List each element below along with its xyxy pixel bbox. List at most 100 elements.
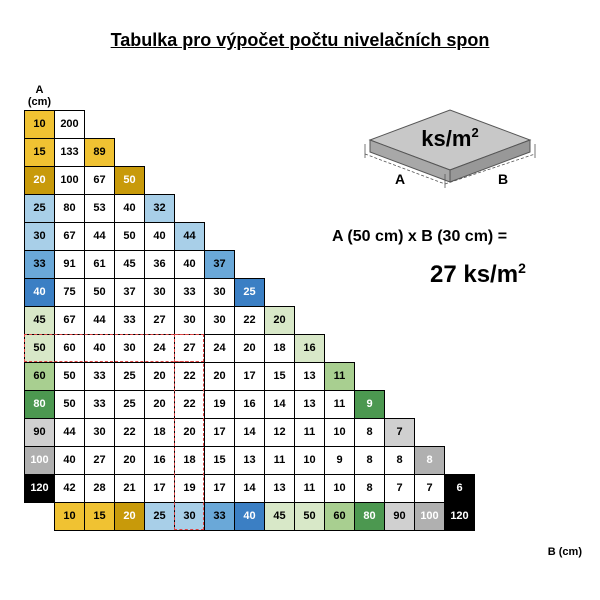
table-cell: 30 [175, 502, 205, 530]
table-cell: 20 [115, 502, 145, 530]
table-cell: 14 [235, 418, 265, 446]
table-cell: 133 [55, 138, 85, 166]
table-cell: 7 [385, 474, 415, 502]
table-cell: 50 [115, 222, 145, 250]
table-cell: 50 [85, 278, 115, 306]
table-cell: 90 [385, 502, 415, 530]
a-axis-label: A (cm) [25, 82, 55, 110]
svg-text:ks/m2: ks/m2 [421, 125, 478, 151]
table-cell: 33 [205, 502, 235, 530]
table-cell: 33 [25, 250, 55, 278]
table-cell: 18 [265, 334, 295, 362]
table-cell: 45 [115, 250, 145, 278]
table-cell: 50 [55, 362, 85, 390]
table-cell: 40 [25, 278, 55, 306]
table-cell: 13 [295, 362, 325, 390]
table-cell: 17 [205, 418, 235, 446]
table-cell: 44 [55, 418, 85, 446]
table-cell: 16 [145, 446, 175, 474]
table-cell: 80 [25, 390, 55, 418]
table-cell: 80 [55, 194, 85, 222]
table-cell: 100 [55, 166, 85, 194]
table-cell: 30 [205, 278, 235, 306]
table-cell: 10 [55, 502, 85, 530]
table-cell: 30 [25, 222, 55, 250]
page-title: Tabulka pro výpočet počtu nivelačních sp… [0, 30, 600, 51]
table-cell: 44 [85, 306, 115, 334]
table-cell: 8 [355, 418, 385, 446]
result-text: 27 ks/m2 [430, 260, 526, 289]
table-cell: 17 [235, 362, 265, 390]
table-cell: 9 [325, 446, 355, 474]
table-cell: 80 [355, 502, 385, 530]
table-cell: 25 [235, 278, 265, 306]
table-cell: 89 [85, 138, 115, 166]
table-cell: 8 [355, 474, 385, 502]
table-cell: 16 [235, 390, 265, 418]
table-cell: 10 [325, 474, 355, 502]
table-cell: 30 [115, 334, 145, 362]
table-cell: 13 [295, 390, 325, 418]
table-cell: 12 [265, 418, 295, 446]
table-cell: 21 [115, 474, 145, 502]
table-cell: 17 [205, 474, 235, 502]
table-cell: 22 [175, 362, 205, 390]
table-cell: 10 [295, 446, 325, 474]
table-cell: 60 [55, 334, 85, 362]
table-cell: 200 [55, 110, 85, 138]
table-cell: 15 [205, 446, 235, 474]
table-cell: 60 [325, 502, 355, 530]
table-cell: 7 [415, 474, 445, 502]
table-cell: 61 [85, 250, 115, 278]
table-cell: 20 [115, 446, 145, 474]
table-cell: 17 [145, 474, 175, 502]
table-cell: 20 [205, 362, 235, 390]
b-axis-label: B (cm) [548, 546, 582, 558]
formula-text: A (50 cm) x B (30 cm) = [332, 228, 507, 246]
table-cell: 120 [25, 474, 55, 502]
table-cell: 40 [115, 194, 145, 222]
table-cell: 44 [85, 222, 115, 250]
table-cell: 6 [445, 474, 475, 502]
table-cell: 8 [355, 446, 385, 474]
table-cell: 20 [265, 306, 295, 334]
table-cell: 30 [85, 418, 115, 446]
table-cell: 30 [145, 278, 175, 306]
table-cell: 40 [175, 250, 205, 278]
table-cell: 27 [175, 334, 205, 362]
table-cell: 22 [235, 306, 265, 334]
table-cell: 32 [145, 194, 175, 222]
table-cell: 11 [325, 390, 355, 418]
table-cell: 45 [25, 306, 55, 334]
table-cell: 37 [205, 250, 235, 278]
table-cell: 90 [25, 418, 55, 446]
table-cell: 20 [235, 334, 265, 362]
table-cell: 25 [115, 362, 145, 390]
table-cell: 40 [55, 446, 85, 474]
table-cell: 27 [145, 306, 175, 334]
table-cell: 20 [145, 362, 175, 390]
table-cell: 91 [55, 250, 85, 278]
table-cell: 40 [85, 334, 115, 362]
table-cell: 40 [145, 222, 175, 250]
table-cell: 67 [55, 306, 85, 334]
tile-diagram: ks/m2 A B [340, 80, 550, 210]
table-cell: 50 [115, 166, 145, 194]
table-cell: 15 [85, 502, 115, 530]
table-cell: 33 [85, 390, 115, 418]
table-cell: 33 [175, 278, 205, 306]
table-cell: 22 [175, 390, 205, 418]
table-cell: 50 [295, 502, 325, 530]
table-cell: 36 [145, 250, 175, 278]
table-cell: 14 [265, 390, 295, 418]
table-cell: 15 [25, 138, 55, 166]
table-cell: 11 [325, 362, 355, 390]
table-cell: 19 [205, 390, 235, 418]
table-cell: 75 [55, 278, 85, 306]
table-cell: 25 [115, 390, 145, 418]
table-cell: 15 [265, 362, 295, 390]
table-cell: 10 [325, 418, 355, 446]
table-cell: 8 [415, 446, 445, 474]
table-cell: 27 [85, 446, 115, 474]
table-cell: 20 [145, 390, 175, 418]
